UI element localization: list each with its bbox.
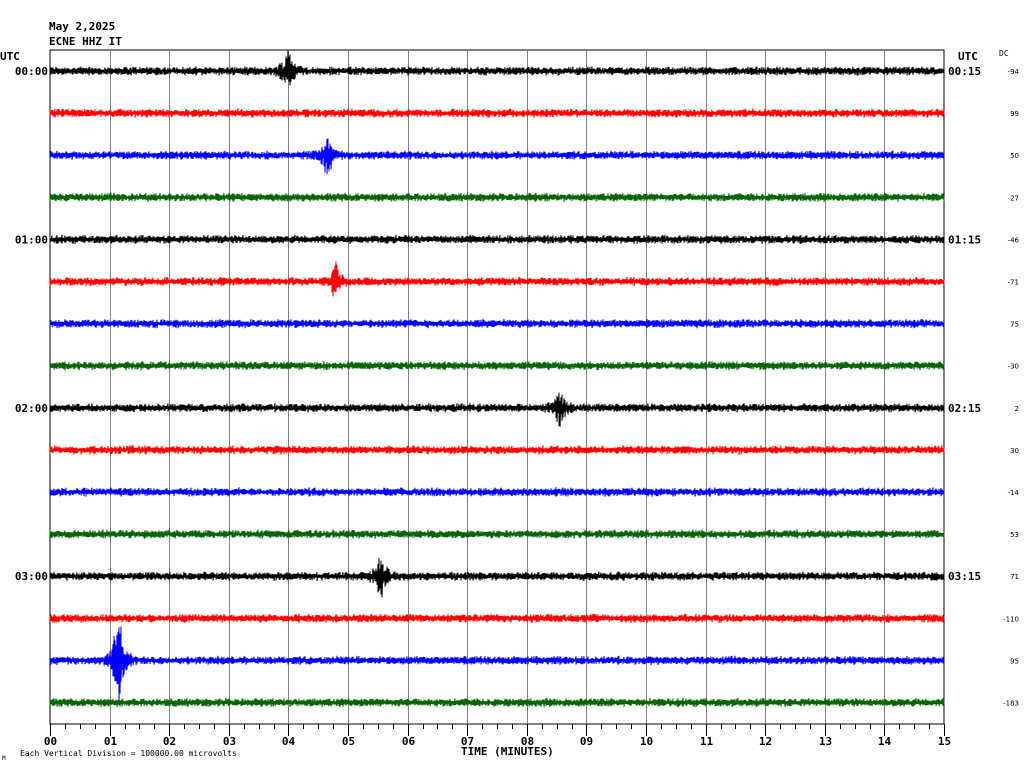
dc-offset-label: 71 — [1010, 573, 1019, 581]
dc-offset-label: 53 — [1010, 531, 1019, 539]
dc-offset-label: -94 — [1008, 68, 1020, 76]
trace-row — [49, 108, 945, 118]
x-tick-label: 11 — [700, 735, 714, 748]
x-tick-label: 01 — [104, 735, 118, 748]
x-tick-label: 05 — [342, 735, 355, 748]
x-tick-label: 07 — [461, 735, 474, 748]
trace-row — [49, 50, 945, 86]
x-tick-label: 13 — [819, 735, 832, 748]
dc-offset-label: -30 — [1008, 363, 1019, 371]
x-tick-label: 15 — [938, 735, 951, 748]
dc-offset-label: -71 — [1008, 279, 1019, 287]
x-axis-title: TIME (MINUTES) — [461, 745, 554, 758]
dc-offset-label: -14 — [1008, 489, 1020, 497]
chart-grid — [49, 49, 945, 736]
station-label: ECNE HHZ IT — [49, 35, 122, 48]
date-label: May 2,2025 — [49, 20, 116, 33]
dc-offset-label: 95 — [1010, 657, 1019, 665]
trace-row — [49, 613, 945, 623]
dc-title: DC — [999, 49, 1009, 58]
x-tick-label: 00 — [44, 735, 57, 748]
trace-row — [49, 138, 945, 175]
left-time-label: 00:00 — [15, 65, 48, 78]
x-tick-label: 14 — [878, 735, 892, 748]
dc-offset-label: 75 — [1010, 321, 1019, 329]
x-tick-label: 03 — [223, 735, 236, 748]
x-tick-label: 12 — [759, 735, 772, 748]
x-tick-label: 04 — [282, 735, 296, 748]
trace-row — [49, 557, 945, 598]
dc-offset-label: -46 — [1008, 236, 1020, 244]
trace-row — [49, 626, 945, 703]
trace-row — [49, 261, 945, 297]
trace-row — [49, 445, 945, 455]
dc-offset-label: 2 — [1015, 405, 1019, 413]
footer-mark: M — [2, 755, 6, 762]
right-time-label: 00:15 — [948, 65, 981, 78]
chart-traces — [49, 50, 945, 708]
trace-row — [49, 192, 945, 202]
chart-labels: 00 01 02 03 04 05 06 07 08 09 10 11 12 13 14 15 -94 99 50 2… — [15, 65, 1020, 748]
trace-row — [49, 318, 945, 329]
left-time-label: 01:00 — [15, 233, 48, 246]
dc-offset-label: 27 — [1010, 194, 1019, 202]
right-time-label: 03:15 — [948, 570, 981, 583]
right-time-label: 01:15 — [948, 233, 981, 246]
left-utc-title: UTC — [0, 50, 20, 63]
x-tick-label: 10 — [640, 735, 653, 748]
trace-row — [49, 392, 945, 427]
right-utc-title: UTC — [958, 50, 978, 63]
scale-note: Each Vertical Division = 100000.00 micro… — [20, 749, 237, 758]
trace-row — [49, 697, 945, 708]
right-time-label: 02:15 — [948, 402, 981, 415]
trace-row — [49, 529, 945, 539]
dc-offset-label: -183 — [1003, 700, 1019, 708]
x-tick-label: 06 — [402, 735, 416, 748]
dc-offset-label: -110 — [1003, 615, 1019, 623]
dc-offset-label: 50 — [1010, 152, 1019, 160]
dc-offset-label: 30 — [1010, 447, 1019, 455]
x-tick-label: 09 — [580, 735, 593, 748]
x-tick-label: 02 — [163, 735, 176, 748]
x-tick-label: 08 — [521, 735, 534, 748]
trace-row — [49, 487, 945, 497]
left-time-label: 03:00 — [15, 570, 48, 583]
left-time-label: 02:00 — [15, 402, 48, 415]
trace-row — [49, 234, 945, 245]
dc-offset-label: 99 — [1010, 110, 1019, 118]
trace-row — [49, 361, 945, 371]
